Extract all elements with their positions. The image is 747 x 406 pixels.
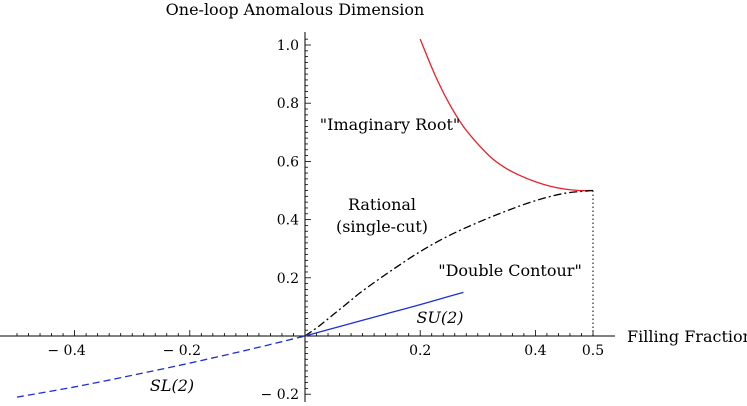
ticks: − 0.4 − 0.2 0.2 0.4 0.5 − 0.2 0.2 0.4 0.6 0.8 1.0 — [16, 38, 604, 403]
series-line-rational — [304, 189, 594, 337]
y-tick-label: 0.8 — [277, 96, 299, 112]
x-tick-label: − 0.4 — [47, 343, 86, 359]
y-tick-label: − 0.2 — [261, 387, 299, 403]
y-tick-label: 0.4 — [277, 213, 299, 229]
y-tick-label: 0.2 — [277, 271, 299, 287]
chart-title: One-loop Anomalous Dimension — [166, 0, 425, 19]
y-tick-label: 1.0 — [277, 38, 299, 54]
x-tick-label: 0.2 — [409, 343, 431, 359]
axes — [0, 32, 615, 402]
series-line-sl2 — [16, 335, 306, 398]
annotation-sl2: SL(2) — [150, 376, 194, 395]
series-line-imaginary — [419, 38, 594, 192]
annotation-rational1: Rational — [348, 195, 416, 214]
annotation-double: "Double Contour" — [438, 261, 582, 280]
x-tick-label: − 0.2 — [163, 343, 201, 359]
x-tick-label: 0.4 — [524, 343, 546, 359]
annotation-su2: SU(2) — [416, 308, 463, 327]
series-line-su2 — [304, 291, 464, 337]
x-tick-label: 0.5 — [582, 343, 604, 359]
annotation-rational2: (single-cut) — [336, 217, 428, 236]
y-tick-label: 0.6 — [277, 154, 299, 170]
annotations: "Imaginary Root" Rational (single-cut) "Dou… — [150, 115, 582, 395]
series-layer — [16, 38, 594, 398]
x-axis-label: Filling Fraction — [627, 327, 747, 346]
annotation-imag: "Imaginary Root" — [320, 115, 460, 134]
